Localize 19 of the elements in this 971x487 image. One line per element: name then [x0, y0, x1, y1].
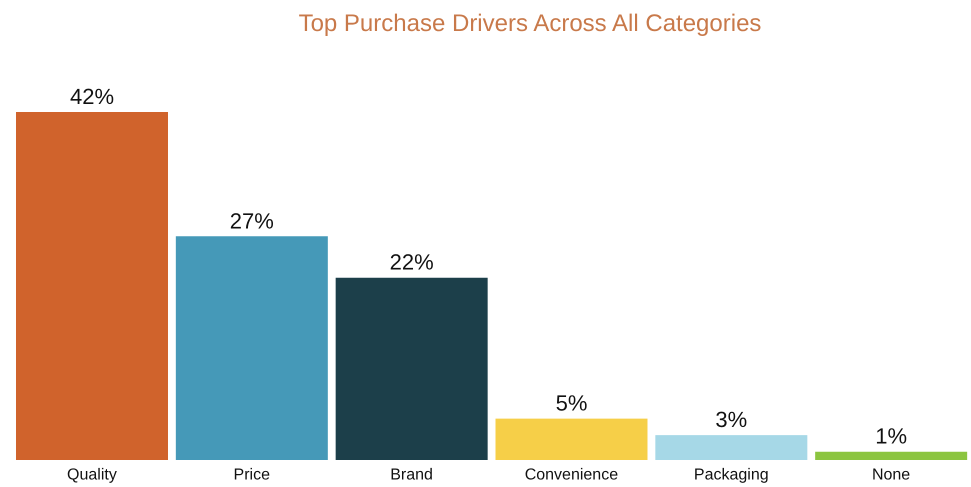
bar: [495, 418, 648, 460]
chart-title: Top Purchase Drivers Across All Categories: [298, 10, 762, 38]
x-tick-label: Quality: [67, 466, 117, 484]
data-label: 3%: [715, 407, 748, 432]
data-label: 27%: [230, 208, 274, 234]
x-tick-label: Brand: [390, 466, 433, 484]
data-label: 42%: [70, 84, 114, 109]
bar: [16, 112, 168, 460]
bar: [655, 435, 808, 460]
x-tick-label: Convenience: [524, 466, 618, 484]
data-label: 1%: [875, 424, 908, 449]
bar: [176, 236, 328, 460]
data-label: 22%: [390, 250, 434, 275]
x-tick-label: Packaging: [694, 466, 769, 484]
x-tick-label: Price: [234, 466, 270, 484]
bar: [815, 452, 968, 460]
data-label: 5%: [556, 390, 588, 416]
bar: [336, 278, 488, 460]
x-tick-label: None: [872, 466, 910, 484]
